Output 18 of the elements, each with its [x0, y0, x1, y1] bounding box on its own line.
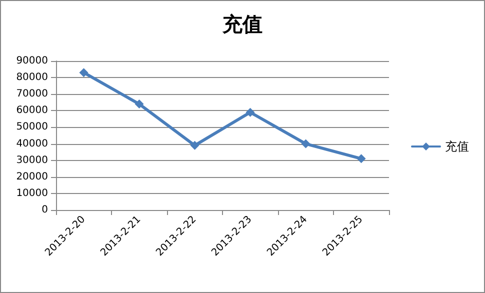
point: [79, 68, 88, 78]
point: [190, 140, 200, 150]
y-tick-label: 90000: [16, 56, 48, 66]
y-tick-label: 50000: [16, 122, 48, 133]
point: [356, 154, 366, 164]
y-tick-label: 30000: [16, 154, 48, 166]
y-tick-label: 70000: [16, 88, 48, 100]
y-tick-label: 60000: [16, 105, 48, 116]
y-tick-label: 10000: [16, 188, 48, 199]
y-tick-label: 20000: [16, 171, 48, 182]
legend-label: 充值: [445, 140, 469, 154]
y-tick-label: 80000: [16, 72, 48, 84]
y-tick-label: 40000: [16, 138, 48, 150]
point: [134, 100, 144, 109]
point: [301, 139, 310, 148]
y-tick-label: 0: [42, 204, 48, 216]
chart-title: 充值: [222, 12, 262, 36]
point: [246, 108, 255, 117]
